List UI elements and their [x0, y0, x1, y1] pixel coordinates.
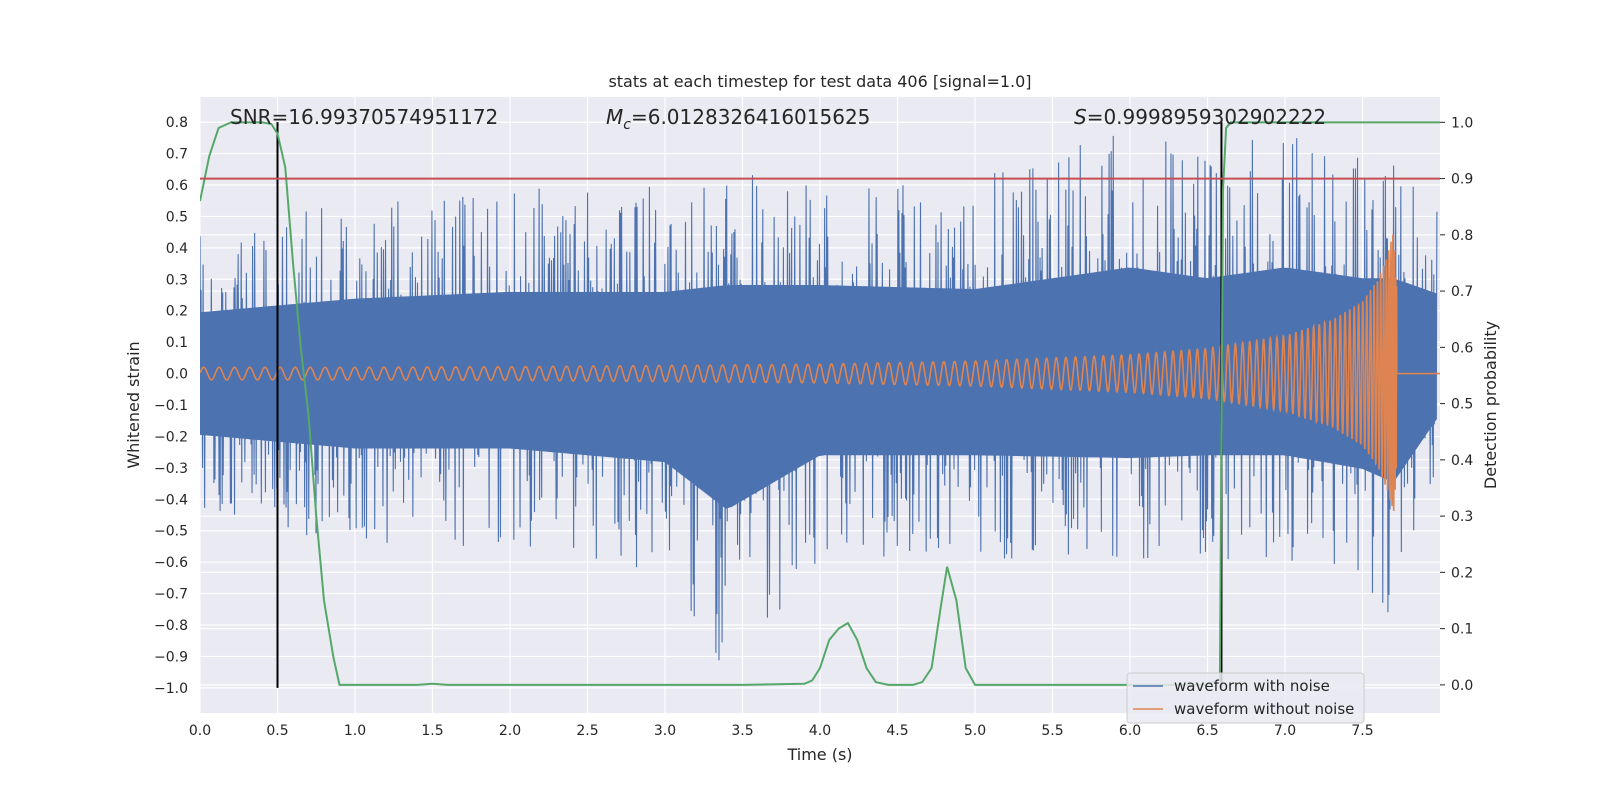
y-tick-label: 0.5 — [166, 209, 188, 225]
x-tick-label: 3.0 — [654, 723, 676, 739]
y2-tick-label: 0.1 — [1451, 622, 1473, 638]
chirp-mass-symbol: M — [606, 105, 623, 129]
y2-tick-label: 0.2 — [1451, 565, 1473, 581]
legend-box — [1126, 672, 1365, 724]
x-tick-label: 7.0 — [1274, 723, 1296, 739]
y-axis-label: Whitened strain — [124, 341, 143, 468]
x-tick-label: 5.0 — [964, 723, 986, 739]
y-tick-label: −1.0 — [154, 681, 188, 697]
y-tick-label: −0.1 — [154, 398, 188, 414]
series-waveform-without-noise — [200, 234, 1440, 511]
x-tick-label: 0.5 — [266, 723, 288, 739]
y-tick-label: −0.3 — [154, 461, 188, 477]
y-tick-label: −0.8 — [154, 618, 188, 634]
x-tick-label: 0.0 — [189, 723, 211, 739]
y2-tick-label: 0.0 — [1451, 678, 1473, 694]
y-tick-label: 0.2 — [166, 304, 188, 320]
x-tick-label: 1.5 — [421, 723, 443, 739]
x-tick-label: 6.0 — [1119, 723, 1141, 739]
tick-labels: 0.0 0.5 1.0 1.5 2.0 2.5 3.0 3.5 4.0 4.5 5.0 5.5 6.0 6… — [154, 115, 1473, 739]
x-tick-label: 6.5 — [1196, 723, 1218, 739]
y-tick-label: −0.2 — [154, 429, 188, 445]
chirp-mass-annotation: Mc=6.0128326416015625 — [606, 105, 870, 133]
y2-tick-label: 1.0 — [1451, 115, 1473, 131]
y-tick-label: −0.5 — [154, 524, 188, 540]
y-tick-label: −0.4 — [154, 492, 188, 508]
series-waveform-with-noise — [200, 135, 1438, 661]
x-axis-label: Time (s) — [786, 745, 852, 764]
legend-label-clean: waveform without noise — [1174, 700, 1354, 718]
y2-tick-label: 0.8 — [1451, 228, 1473, 244]
x-tick-label: 3.5 — [731, 723, 753, 739]
noise-core-band — [200, 267, 1437, 509]
score-symbol: S — [1074, 105, 1087, 129]
snr-annotation: SNR=16.99370574951172 — [230, 105, 498, 129]
y-tick-label: −0.7 — [154, 587, 188, 603]
y-tick-label: 0.8 — [166, 115, 188, 131]
x-tick-label: 5.5 — [1041, 723, 1063, 739]
y2-tick-label: 0.7 — [1451, 284, 1473, 300]
y2-tick-label: 0.6 — [1451, 340, 1473, 356]
y-tick-label: −0.6 — [154, 555, 188, 571]
x-tick-label: 7.5 — [1351, 723, 1373, 739]
x-tick-label: 2.5 — [576, 723, 598, 739]
y-tick-label: −0.9 — [154, 649, 188, 665]
score-annotation: S=0.9998959302902222 — [1074, 105, 1326, 129]
legend-label-noise: waveform with noise — [1174, 677, 1330, 695]
y2-tick-label: 0.5 — [1451, 397, 1473, 413]
y2-axis-label: Detection probability — [1481, 321, 1500, 489]
chirp-mass-value: =6.0128326416015625 — [631, 105, 870, 129]
legend: waveform with noise waveform without noi… — [1126, 672, 1365, 724]
chart-title: stats at each timestep for test data 406… — [608, 72, 1031, 91]
y2-tick-label: 0.3 — [1451, 509, 1473, 525]
score-value: =0.9998959302902222 — [1087, 105, 1326, 129]
y2-tick-label: 0.4 — [1451, 453, 1473, 469]
y-tick-label: 0.4 — [166, 241, 188, 257]
x-tick-label: 1.0 — [344, 723, 366, 739]
x-tick-label: 4.0 — [809, 723, 831, 739]
y-tick-label: 0.1 — [166, 335, 188, 351]
x-tick-label: 4.5 — [886, 723, 908, 739]
y-tick-label: 0.6 — [166, 178, 188, 194]
y2-tick-label: 0.9 — [1451, 172, 1473, 188]
chirp-mass-subscript: c — [623, 117, 631, 133]
x-tick-label: 2.0 — [499, 723, 521, 739]
y-tick-label: 0.3 — [166, 272, 188, 288]
y-tick-label: 0.7 — [166, 147, 188, 163]
y-tick-label: 0.0 — [166, 367, 188, 383]
clean-trace — [200, 234, 1440, 511]
